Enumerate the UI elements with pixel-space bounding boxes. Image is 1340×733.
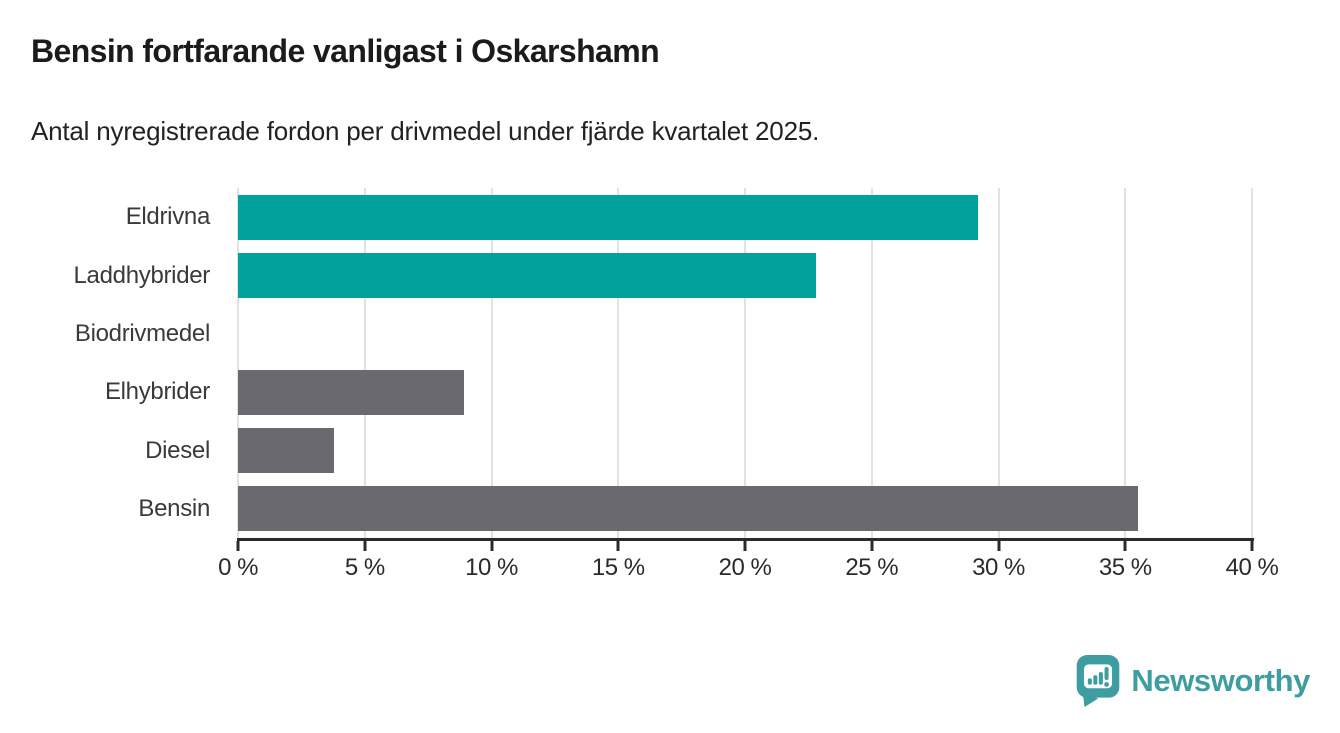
- x-tick-25: [870, 541, 874, 551]
- x-tick-label-20: 20 %: [718, 554, 772, 581]
- gridline-20: [744, 188, 746, 538]
- category-label-diesel: Diesel: [145, 436, 210, 464]
- x-tick-label-5: 5 %: [344, 554, 385, 581]
- x-tick-15: [616, 541, 620, 551]
- plot-area: [237, 188, 1253, 538]
- x-tick-label-40: 40 %: [1225, 554, 1279, 581]
- x-tick-10: [490, 541, 493, 551]
- category-label-eldrivna: Eldrivna: [125, 203, 211, 231]
- gridline-0: [237, 188, 239, 538]
- x-tick-30: [997, 541, 1000, 551]
- x-tick-label-15: 15 %: [591, 554, 645, 581]
- category-axis: Eldrivna Laddhybrider Biodrivmedel Elhybrid…: [0, 188, 224, 538]
- x-tick-40: [1250, 541, 1254, 551]
- bar-laddhybrider: [238, 253, 816, 298]
- category-label-biodrivmedel: Biodrivmedel: [74, 319, 210, 347]
- x-tick-label-25: 25 %: [845, 554, 899, 581]
- x-tick-20: [743, 541, 747, 551]
- x-tick-5: [363, 541, 367, 551]
- bar-eldrivna: [238, 194, 979, 240]
- gridline-10: [490, 188, 493, 538]
- newsworthy-pin-icon: [1077, 655, 1120, 707]
- gridline-35: [1124, 188, 1127, 538]
- gridline-25: [870, 188, 873, 538]
- x-tick-label-0: 0 %: [218, 554, 258, 581]
- newsworthy-logo[interactable]: Newsworthy: [1075, 654, 1310, 707]
- gridline-15: [617, 188, 620, 538]
- bar-diesel: [238, 428, 335, 473]
- x-tick-0: [236, 541, 240, 551]
- chart-subtitle: Antal nyregistrerade fordon per drivmede…: [31, 116, 820, 146]
- bar-elhybrider: [238, 369, 464, 415]
- x-tick-label-10: 10 %: [465, 554, 518, 581]
- category-label-bensin: Bensin: [138, 494, 210, 522]
- bar-bensin: [238, 486, 1138, 532]
- category-label-elhybrider: Elhybrider: [104, 378, 210, 406]
- gridline-5: [363, 188, 366, 538]
- chart-title: Bensin fortfarande vanligast i Oskarsham…: [31, 33, 660, 69]
- x-tick-label-30: 30 %: [972, 554, 1025, 581]
- category-label-laddhybrider: Laddhybrider: [73, 261, 211, 289]
- x-tick-35: [1123, 541, 1127, 551]
- gridline-40: [1251, 188, 1253, 538]
- newsworthy-wordmark: Newsworthy: [1131, 662, 1310, 698]
- x-axis-line: [237, 538, 1254, 541]
- x-tick-label-35: 35 %: [1098, 554, 1152, 581]
- gridline-30: [997, 188, 1000, 538]
